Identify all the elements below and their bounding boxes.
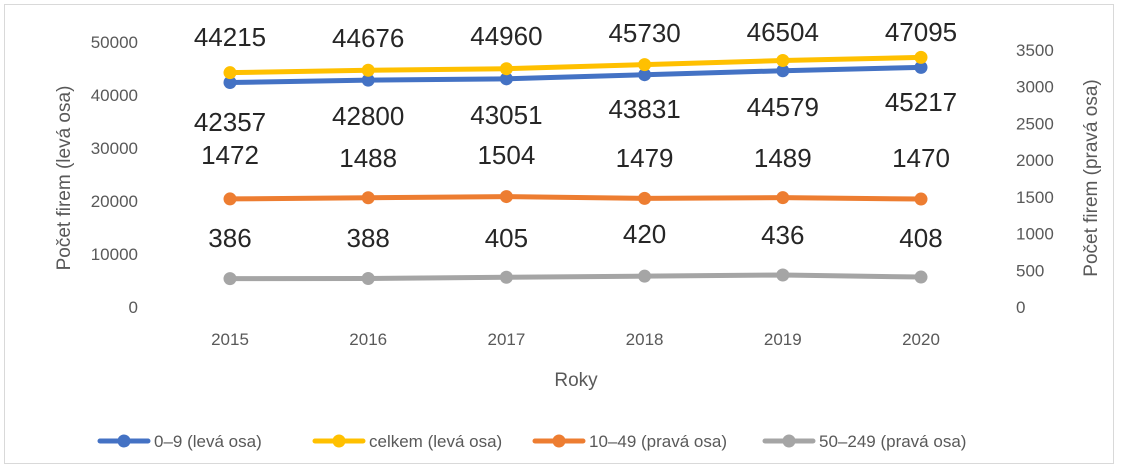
series-line-10-49-prav-osa xyxy=(227,194,924,202)
data-point xyxy=(914,192,928,206)
data-labels: 42357 42800 43051 43831 44579 45217 44215 44676… xyxy=(194,17,957,253)
legend-swatch-marker xyxy=(782,434,796,448)
left-y-tick-label: 20000 xyxy=(91,192,138,211)
right-y-tick-label: 3500 xyxy=(1016,41,1054,60)
data-label: 44215 xyxy=(194,22,266,52)
data-label: 42357 xyxy=(194,107,266,137)
legend-label: 50–249 (pravá osa) xyxy=(819,432,966,451)
data-label: 408 xyxy=(899,223,942,253)
right-y-tick-label: 0 xyxy=(1016,298,1025,317)
x-tick-label: 2017 xyxy=(487,330,525,349)
right-y-tick-label: 2000 xyxy=(1016,151,1054,170)
series-line-celkem-lev-osa xyxy=(227,54,924,76)
x-tick-label: 2018 xyxy=(626,330,664,349)
series-line-50-249-prav-osa xyxy=(227,272,924,282)
data-point xyxy=(776,191,790,205)
x-tick-label: 2016 xyxy=(349,330,387,349)
data-point xyxy=(638,269,652,283)
data-point xyxy=(776,54,790,68)
data-point xyxy=(914,50,928,64)
right-y-tick-label: 1000 xyxy=(1016,225,1054,244)
data-point xyxy=(499,270,513,284)
data-point xyxy=(223,272,237,286)
data-point xyxy=(499,190,513,204)
x-axis-title: Roky xyxy=(554,370,598,391)
left-y-tick-label: 0 xyxy=(129,298,138,317)
data-point xyxy=(499,62,513,76)
series-line-0-9-lev-osa xyxy=(227,64,924,86)
data-label: 43831 xyxy=(608,94,680,124)
left-y-tick-label: 50000 xyxy=(91,33,138,52)
left-y-axis: 0 10000 20000 30000 40000 50000 xyxy=(91,33,138,317)
right-y-tick-label: 1500 xyxy=(1016,188,1054,207)
x-axis: 2015 2016 2017 2018 2019 2020 xyxy=(211,330,940,349)
right-y-axis-title: Počet firem (pravá osa) xyxy=(1081,79,1102,276)
data-label: 46504 xyxy=(747,17,819,47)
data-point xyxy=(638,191,652,205)
data-label: 1489 xyxy=(754,143,812,173)
data-point xyxy=(223,66,237,80)
data-point xyxy=(361,73,375,87)
data-point xyxy=(638,68,652,82)
chart-frame xyxy=(4,4,1114,464)
data-point xyxy=(638,58,652,72)
data-point xyxy=(361,272,375,286)
x-tick-label: 2020 xyxy=(902,330,940,349)
data-label: 45730 xyxy=(608,18,680,48)
data-label: 436 xyxy=(761,220,804,250)
data-point xyxy=(361,191,375,205)
data-label: 420 xyxy=(623,219,666,249)
legend-label: 10–49 (pravá osa) xyxy=(589,432,727,451)
left-y-tick-label: 40000 xyxy=(91,86,138,105)
x-tick-label: 2019 xyxy=(764,330,802,349)
data-label: 44579 xyxy=(747,92,819,122)
data-label: 1472 xyxy=(201,140,259,170)
data-label: 43051 xyxy=(470,100,542,130)
legend-label: 0–9 (levá osa) xyxy=(154,432,262,451)
data-label: 388 xyxy=(347,223,390,253)
data-point xyxy=(776,64,790,78)
right-y-tick-label: 3000 xyxy=(1016,78,1054,97)
legend-swatch-marker xyxy=(117,434,131,448)
data-label: 45217 xyxy=(885,87,957,117)
plot-area xyxy=(223,50,928,286)
data-point xyxy=(499,72,513,86)
data-label: 1488 xyxy=(339,143,397,173)
legend-label: celkem (levá osa) xyxy=(369,432,502,451)
left-y-tick-label: 30000 xyxy=(91,139,138,158)
left-y-tick-label: 10000 xyxy=(91,245,138,264)
data-label: 42800 xyxy=(332,101,404,131)
right-y-tick-label: 500 xyxy=(1016,261,1044,280)
x-tick-label: 2015 xyxy=(211,330,249,349)
data-label: 44676 xyxy=(332,23,404,53)
legend-swatch-marker xyxy=(552,434,566,448)
data-label: 47095 xyxy=(885,17,957,47)
data-label: 44960 xyxy=(470,21,542,51)
data-point xyxy=(361,63,375,77)
data-label: 405 xyxy=(485,223,528,253)
data-point xyxy=(223,192,237,206)
left-y-axis-title: Počet firem (levá osa) xyxy=(54,86,75,271)
right-y-axis: 0 500 1000 1500 2000 2500 3000 3500 xyxy=(1016,41,1054,317)
data-point xyxy=(914,60,928,74)
right-y-tick-label: 2500 xyxy=(1016,114,1054,133)
legend: 0–9 (levá osa) celkem (levá osa) 10–49 (pr… xyxy=(97,432,966,451)
data-point xyxy=(223,76,237,90)
data-label: 386 xyxy=(208,223,251,253)
data-point xyxy=(776,268,790,282)
data-label: 1479 xyxy=(616,143,674,173)
data-label: 1504 xyxy=(477,140,535,170)
legend-swatch-marker xyxy=(332,434,346,448)
data-label: 1470 xyxy=(892,143,950,173)
data-point xyxy=(914,270,928,284)
